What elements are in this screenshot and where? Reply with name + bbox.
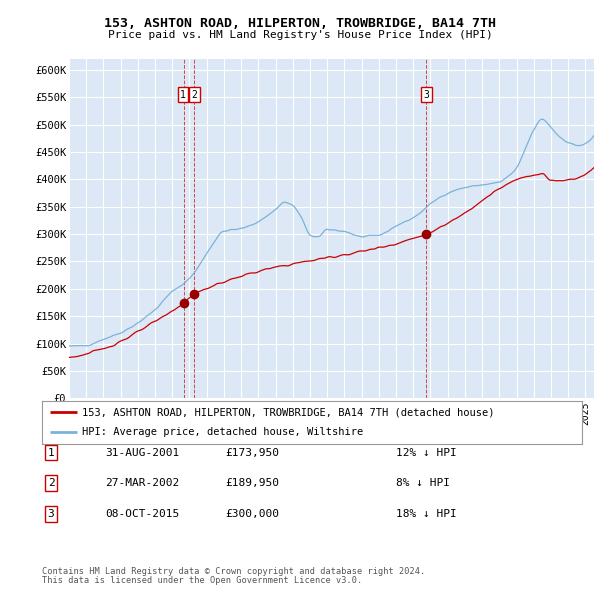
Text: 2: 2 [47,478,55,488]
Text: 153, ASHTON ROAD, HILPERTON, TROWBRIDGE, BA14 7TH: 153, ASHTON ROAD, HILPERTON, TROWBRIDGE,… [104,17,496,30]
Text: Price paid vs. HM Land Registry's House Price Index (HPI): Price paid vs. HM Land Registry's House … [107,30,493,40]
Text: 18% ↓ HPI: 18% ↓ HPI [396,509,457,519]
Text: 3: 3 [47,509,55,519]
Text: 1: 1 [47,448,55,457]
Text: £173,950: £173,950 [225,448,279,457]
Text: HPI: Average price, detached house, Wiltshire: HPI: Average price, detached house, Wilt… [83,427,364,437]
Text: 31-AUG-2001: 31-AUG-2001 [105,448,179,457]
Text: 08-OCT-2015: 08-OCT-2015 [105,509,179,519]
Text: Contains HM Land Registry data © Crown copyright and database right 2024.: Contains HM Land Registry data © Crown c… [42,567,425,576]
Text: 153, ASHTON ROAD, HILPERTON, TROWBRIDGE, BA14 7TH (detached house): 153, ASHTON ROAD, HILPERTON, TROWBRIDGE,… [83,407,495,417]
Text: 3: 3 [423,90,429,100]
Text: £189,950: £189,950 [225,478,279,488]
Text: 8% ↓ HPI: 8% ↓ HPI [396,478,450,488]
Text: 2: 2 [191,90,197,100]
Text: This data is licensed under the Open Government Licence v3.0.: This data is licensed under the Open Gov… [42,576,362,585]
Text: 1: 1 [180,90,186,100]
Text: 12% ↓ HPI: 12% ↓ HPI [396,448,457,457]
Text: 27-MAR-2002: 27-MAR-2002 [105,478,179,488]
Text: £300,000: £300,000 [225,509,279,519]
